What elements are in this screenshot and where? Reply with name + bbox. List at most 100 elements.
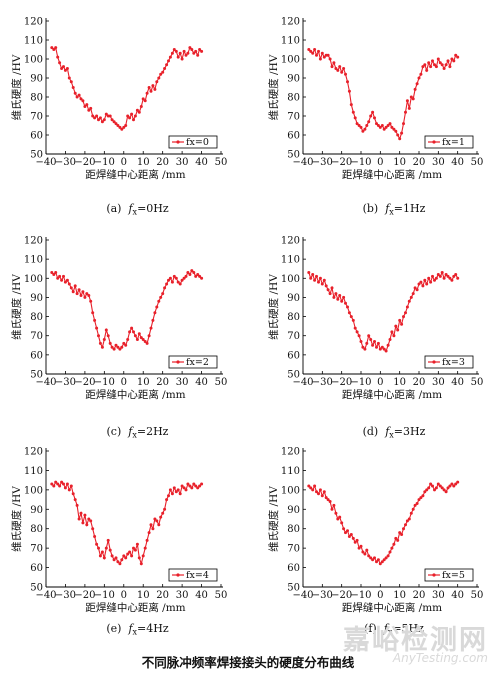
x-tick-label: 20	[413, 590, 426, 601]
y-tick-label: 70	[30, 331, 43, 342]
data-point	[307, 48, 311, 51]
data-point	[388, 550, 392, 554]
data-point	[347, 311, 351, 315]
data-point	[427, 276, 431, 280]
data-point	[186, 482, 190, 486]
data-point	[330, 286, 334, 290]
data-point	[192, 482, 196, 486]
data-point	[407, 106, 411, 110]
data-point	[320, 51, 324, 55]
data-point	[322, 490, 326, 494]
x-tick-label: 20	[156, 590, 169, 601]
data-point	[429, 482, 433, 486]
data-point	[419, 496, 423, 500]
data-point	[163, 67, 167, 70]
data-point	[116, 560, 120, 564]
data-point	[137, 110, 141, 114]
data-point	[77, 93, 81, 97]
data-point	[50, 482, 54, 486]
data-point	[336, 517, 340, 521]
x-tick-label: 30	[432, 157, 445, 168]
y-axis-label: 维氏硬度 /HV	[267, 54, 280, 120]
data-point	[120, 345, 124, 349]
data-point	[69, 80, 73, 84]
data-point	[454, 273, 458, 276]
data-point	[54, 480, 58, 484]
data-point	[315, 53, 318, 57]
data-point	[402, 315, 405, 319]
data-point	[79, 294, 83, 297]
data-point	[63, 68, 67, 72]
data-point	[155, 80, 159, 84]
data-point	[322, 55, 326, 59]
data-point	[188, 484, 192, 488]
panel-caption-prefix: (a)	[106, 202, 128, 215]
data-point	[54, 46, 58, 50]
x-tick-label: −10	[350, 590, 371, 601]
data-point	[122, 125, 126, 129]
data-point	[114, 556, 118, 560]
data-point	[328, 292, 332, 296]
data-point	[431, 274, 434, 278]
data-point	[311, 273, 315, 276]
x-tick-label: −20	[74, 377, 95, 388]
data-point	[351, 318, 355, 322]
data-point	[69, 484, 73, 488]
data-point	[398, 137, 402, 141]
y-tick-label: 110	[281, 466, 300, 477]
x-tick-label: 50	[471, 157, 484, 168]
data-point	[200, 49, 204, 53]
data-point	[373, 340, 376, 343]
x-tick-label: 10	[393, 377, 406, 388]
data-point	[342, 295, 346, 299]
data-point	[404, 311, 407, 315]
data-point	[386, 343, 390, 347]
data-point	[336, 297, 340, 301]
data-point	[159, 295, 163, 299]
data-point	[405, 99, 409, 103]
x-tick-label: 50	[215, 377, 228, 388]
panel-caption-sub: x	[133, 628, 138, 637]
data-point	[361, 129, 365, 133]
data-point	[442, 67, 446, 70]
data-point	[87, 517, 91, 521]
data-point	[163, 507, 167, 511]
x-tick-label: −40	[35, 590, 56, 601]
data-point	[363, 347, 367, 351]
data-point	[62, 274, 65, 278]
data-point	[116, 124, 120, 127]
data-point	[194, 484, 198, 488]
data-point	[440, 486, 444, 490]
panel-caption-var: f	[384, 425, 391, 438]
data-point	[423, 63, 427, 67]
data-point	[157, 523, 161, 527]
data-point	[425, 68, 429, 72]
data-point	[167, 278, 170, 282]
legend-label: fx=2	[186, 357, 209, 368]
data-point	[342, 527, 346, 531]
data-point	[367, 554, 371, 558]
panel-caption-value: =1Hz	[394, 202, 426, 215]
data-point	[353, 326, 357, 330]
data-point	[359, 340, 363, 343]
data-point	[442, 276, 446, 280]
data-point	[392, 542, 396, 546]
data-point	[334, 67, 338, 70]
data-point	[318, 57, 322, 61]
data-point	[108, 548, 112, 552]
data-point	[170, 280, 174, 284]
data-point	[184, 53, 188, 57]
data-point	[390, 546, 394, 550]
data-point	[407, 299, 411, 303]
data-point	[378, 125, 382, 129]
data-point	[367, 334, 371, 338]
data-point	[91, 527, 95, 531]
data-point	[346, 305, 349, 309]
data-point	[56, 482, 60, 486]
data-point	[429, 280, 433, 284]
data-point	[95, 542, 99, 546]
data-point	[73, 284, 77, 288]
panel-caption: (b) fx=1Hz	[363, 202, 426, 217]
data-point	[405, 519, 409, 523]
data-point	[320, 282, 324, 286]
